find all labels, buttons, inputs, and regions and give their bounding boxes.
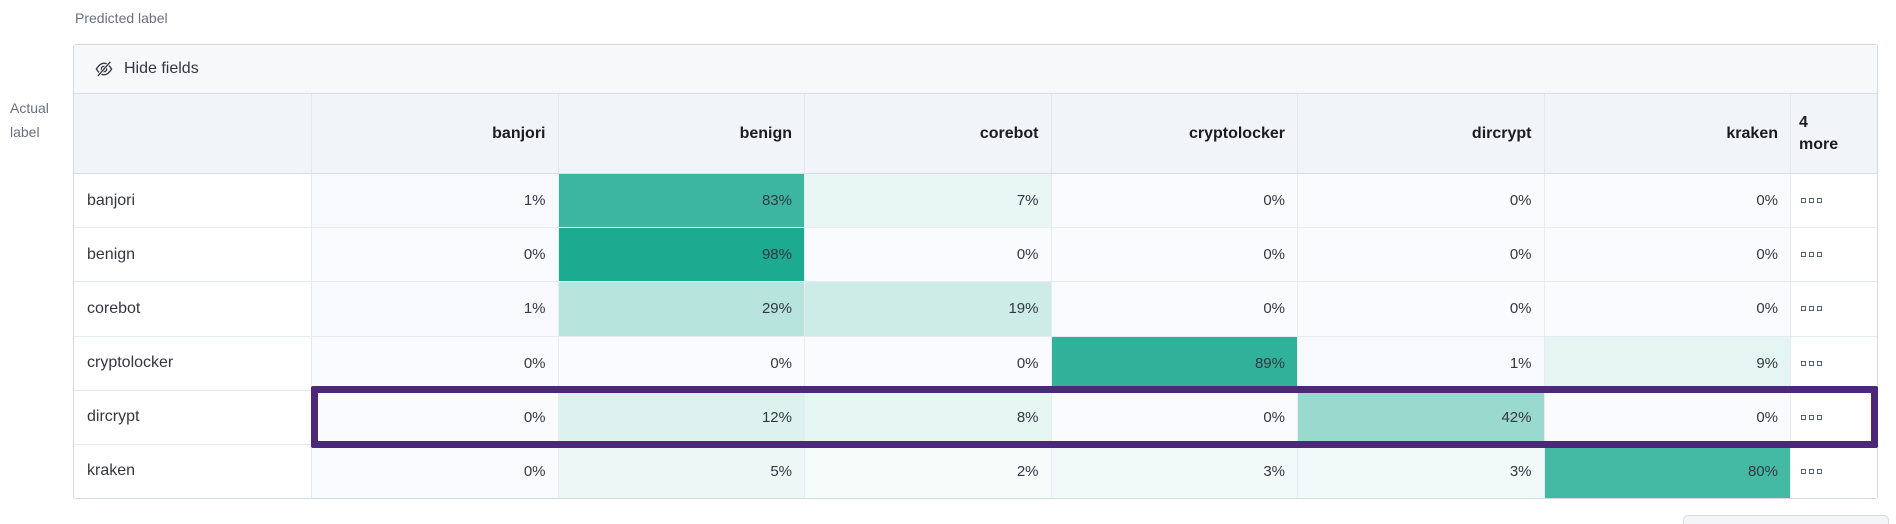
column-header-banjori[interactable]: banjori [312, 94, 559, 173]
column-header-benign[interactable]: benign [559, 94, 805, 173]
cell-cryptolocker-kraken[interactable]: 9% [1544, 336, 1791, 390]
cell-banjori-kraken[interactable]: 0% [1544, 174, 1791, 228]
table-row-cryptolocker: cryptolocker 0% 0% 0% 89% 1% 9% [74, 336, 1877, 391]
cell-kraken-corebot[interactable]: 2% [805, 444, 1052, 499]
row-label: benign [74, 228, 312, 282]
cell-dircrypt-dircrypt[interactable]: 42% [1298, 390, 1545, 444]
header-corner-cell [74, 94, 312, 173]
cell-benign-dircrypt[interactable]: 0% [1298, 228, 1545, 282]
cell-corebot-corebot[interactable]: 19% [805, 282, 1052, 336]
row-label: kraken [74, 444, 312, 499]
boxes-horizontal-icon [1801, 360, 1822, 366]
cell-dircrypt-kraken[interactable]: 0% [1544, 390, 1791, 444]
grid-body: banjori 1% 83% 7% 0% 0% 0% benign 0% 98% 0% 0% 0% 0% c… [74, 174, 1877, 499]
boxes-horizontal-icon [1801, 306, 1822, 312]
cell-banjori-benign[interactable]: 83% [558, 174, 805, 228]
cell-kraken-banjori[interactable]: 0% [312, 444, 559, 499]
cell-corebot-cryptolocker[interactable]: 0% [1051, 282, 1298, 336]
cell-kraken-cryptolocker[interactable]: 3% [1051, 444, 1298, 499]
cell-benign-benign[interactable]: 98% [558, 228, 805, 282]
cell-dircrypt-corebot[interactable]: 8% [805, 390, 1052, 444]
cell-benign-corebot[interactable]: 0% [805, 228, 1052, 282]
boxes-horizontal-icon [1801, 198, 1822, 204]
row-label: banjori [74, 174, 312, 228]
bottom-right-panel-edge [1683, 515, 1889, 524]
cell-banjori-dircrypt[interactable]: 0% [1298, 174, 1545, 228]
cell-corebot-benign[interactable]: 29% [558, 282, 805, 336]
predicted-label: Predicted label [75, 10, 168, 26]
column-header-corebot[interactable]: corebot [805, 94, 1052, 173]
boxes-horizontal-icon [1801, 414, 1822, 420]
column-header-more[interactable]: 4 more [1791, 94, 1877, 173]
cell-banjori-banjori[interactable]: 1% [312, 174, 559, 228]
cell-dircrypt-benign[interactable]: 12% [558, 390, 805, 444]
row-label: corebot [74, 282, 312, 336]
table-row-corebot: corebot 1% 29% 19% 0% 0% 0% [74, 282, 1877, 337]
cell-dircrypt-cryptolocker[interactable]: 0% [1051, 390, 1298, 444]
eye-closed-icon [95, 60, 113, 78]
cell-benign-banjori[interactable]: 0% [312, 228, 559, 282]
more-actions-button[interactable] [1791, 444, 1877, 499]
cell-benign-cryptolocker[interactable]: 0% [1051, 228, 1298, 282]
more-actions-button[interactable] [1791, 174, 1877, 228]
confusion-matrix-panel: Hide fields banjori benign corebot cryptolo… [73, 44, 1878, 499]
cell-cryptolocker-banjori[interactable]: 0% [312, 336, 559, 390]
cell-cryptolocker-cryptolocker[interactable]: 89% [1051, 336, 1298, 390]
more-actions-button[interactable] [1791, 282, 1877, 336]
cell-corebot-banjori[interactable]: 1% [312, 282, 559, 336]
table-row-benign: benign 0% 98% 0% 0% 0% 0% [74, 228, 1877, 283]
column-header-row: banjori benign corebot cryptolocker dircrypt… [74, 94, 1877, 174]
cell-dircrypt-banjori[interactable]: 0% [312, 390, 559, 444]
boxes-horizontal-icon [1801, 468, 1822, 474]
cell-kraken-dircrypt[interactable]: 3% [1298, 444, 1545, 499]
cell-corebot-dircrypt[interactable]: 0% [1298, 282, 1545, 336]
more-header-label: 4 more [1799, 113, 1839, 153]
cell-kraken-kraken[interactable]: 80% [1544, 444, 1791, 499]
hide-fields-label: Hide fields [124, 60, 199, 77]
cell-corebot-kraken[interactable]: 0% [1544, 282, 1791, 336]
table-row-kraken: kraken 0% 5% 2% 3% 3% 80% [74, 444, 1877, 499]
cell-cryptolocker-benign[interactable]: 0% [558, 336, 805, 390]
hide-fields-button[interactable]: Hide fields [95, 60, 199, 78]
boxes-horizontal-icon [1801, 252, 1822, 258]
cell-banjori-corebot[interactable]: 7% [805, 174, 1052, 228]
grid-toolbar: Hide fields [74, 45, 1877, 94]
row-label: cryptolocker [74, 336, 312, 390]
column-header-kraken[interactable]: kraken [1545, 94, 1791, 173]
cell-cryptolocker-dircrypt[interactable]: 1% [1298, 336, 1545, 390]
row-label: dircrypt [74, 390, 312, 444]
table-row-banjori: banjori 1% 83% 7% 0% 0% 0% [74, 174, 1877, 229]
table-row-dircrypt: dircrypt 0% 12% 8% 0% 42% 0% [74, 390, 1877, 445]
actual-label: Actual label [10, 100, 49, 140]
more-actions-button[interactable] [1791, 336, 1877, 390]
cell-cryptolocker-corebot[interactable]: 0% [805, 336, 1052, 390]
column-header-dircrypt[interactable]: dircrypt [1298, 94, 1545, 173]
cell-benign-kraken[interactable]: 0% [1544, 228, 1791, 282]
cell-kraken-benign[interactable]: 5% [558, 444, 805, 499]
cell-banjori-cryptolocker[interactable]: 0% [1051, 174, 1298, 228]
more-actions-button[interactable] [1791, 390, 1877, 444]
more-actions-button[interactable] [1791, 228, 1877, 282]
column-header-cryptolocker[interactable]: cryptolocker [1052, 94, 1298, 173]
